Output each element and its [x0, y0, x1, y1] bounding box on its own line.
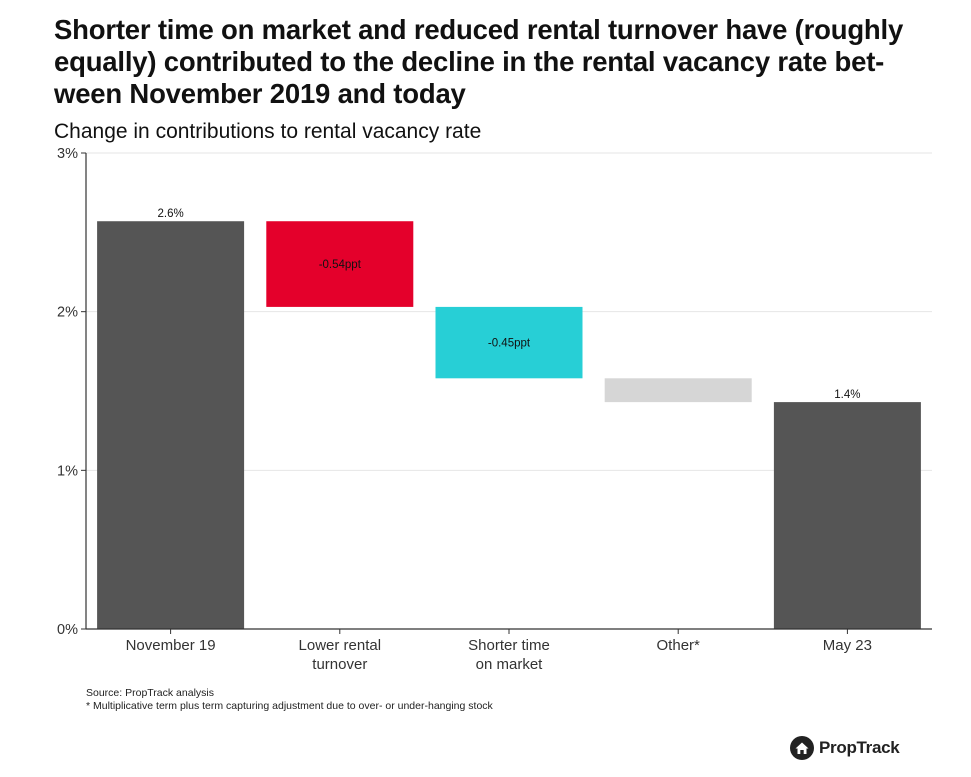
bar — [773, 402, 921, 629]
data-label: 2.6% — [157, 208, 183, 220]
footnotes: Source: PropTrack analysis * Multiplicat… — [86, 687, 493, 713]
house-icon — [790, 736, 814, 760]
chart-title-line-1: Shorter time on market and reduced renta… — [54, 14, 904, 45]
y-tick-label: 0% — [57, 622, 78, 638]
footnote: * Multiplicative term plus term capturin… — [86, 700, 493, 712]
brand-name: PropTrack — [819, 738, 900, 757]
source-note: Source: PropTrack analysis — [86, 687, 214, 699]
bar — [604, 378, 752, 403]
y-tick-label: 2% — [57, 305, 78, 321]
y-tick-label: 3% — [57, 146, 78, 162]
x-category-label: November 19 — [126, 637, 216, 654]
chart-title-line-3: ween November 2019 and today — [54, 78, 466, 109]
proptrack-logo: PropTrack — [789, 735, 900, 761]
bar — [435, 306, 583, 379]
x-category-label: Other* — [657, 637, 701, 654]
x-category-label: May 23 — [823, 637, 872, 654]
chart-title: Shorter time on market and reduced renta… — [54, 14, 954, 110]
bar — [266, 221, 414, 307]
x-category-label: Lower rental — [299, 637, 382, 654]
data-label: -0.54ppt — [319, 259, 362, 271]
bar — [97, 221, 245, 629]
data-label: -0.45ppt — [488, 338, 531, 350]
y-tick-label: 1% — [57, 463, 78, 479]
chart-title-line-2: equally) contributed to the decline in t… — [54, 46, 885, 77]
x-category-label: Shorter time — [468, 637, 550, 654]
x-category-label: on market — [476, 656, 544, 673]
chart-subtitle: Change in contributions to rental vacanc… — [54, 120, 482, 143]
waterfall-chart: 0% 1% 2% 3% 2.6% November 19 -0.54ppt Lower ren… — [57, 146, 932, 673]
data-label: 1.4% — [834, 389, 860, 401]
x-category-label: turnover — [312, 656, 367, 673]
